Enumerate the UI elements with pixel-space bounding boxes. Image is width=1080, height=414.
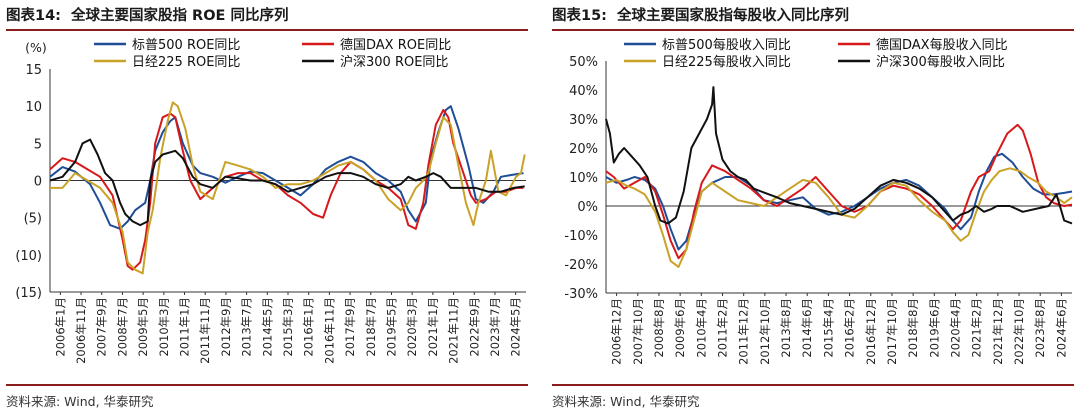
y-tick-label: 0% <box>577 200 598 215</box>
x-tick-label: 2018年8月 <box>906 298 920 358</box>
figure-number: 图表15: <box>552 8 607 24</box>
x-tick-label: 2006年11月 <box>74 297 88 364</box>
x-tick-label: 2016年1月 <box>302 297 316 357</box>
x-tick-label: 2024年5月 <box>509 297 523 357</box>
x-tick-label: 2006年12月 <box>610 298 624 365</box>
chart-title: 图表14: 全球主要国家股指 ROE 同比序列 <box>6 4 528 31</box>
x-tick-label: 2019年6月 <box>927 298 941 358</box>
x-tick-label: 2010年3月 <box>157 297 171 357</box>
left-panel: 图表14: 全球主要国家股指 ROE 同比序列 15 10 5 0 (5) (10) (15)… <box>6 0 536 414</box>
legend-label-sp500: 标普500每股收入同比 <box>662 37 791 53</box>
x-tick-label: 2008年8月 <box>652 298 666 358</box>
series-line-csi300 <box>605 86 1073 225</box>
x-tick-label: 2021年12月 <box>991 298 1005 365</box>
x-tick-label: 2011年2月 <box>716 298 730 358</box>
x-tick-label: 2021年11月 <box>447 297 461 364</box>
revenue-per-share-chart: 50% 40% 30% 20% 10% 0% -10% -20% -30% 2006年12月 200… <box>564 37 1073 365</box>
roe-chart: 15 10 5 0 (5) (10) (15) (%) 2006年1月 2006年11月 2007年… <box>15 38 526 364</box>
y-tick-label: 10 <box>25 100 42 115</box>
y-tick-label: 15 <box>25 63 42 78</box>
series-line-sp500 <box>605 152 1073 251</box>
x-tick-label: 2011年11月 <box>198 297 212 364</box>
x-tick-label: 2008年7月 <box>115 297 129 357</box>
figure-number: 图表14: <box>6 8 61 24</box>
x-tick-label: 2015年4月 <box>821 298 835 358</box>
x-tick-label: 2016年11月 <box>322 297 336 364</box>
y-tick-label: 0 <box>34 175 42 190</box>
y-tick-label: 5 <box>34 137 42 152</box>
x-tick-label: 2023年7月 <box>488 297 502 357</box>
x-tick-label: 2012年10月 <box>758 298 772 365</box>
x-tick-label: 2022年9月 <box>467 297 481 357</box>
y-tick-label: (15) <box>15 286 42 301</box>
x-tick-label: 2011年12月 <box>737 298 751 365</box>
x-tick-label: 2007年10月 <box>631 298 645 365</box>
x-tick-label: 2024年6月 <box>1054 298 1068 358</box>
legend-label-dax: 德国DAX ROE同比 <box>340 38 451 53</box>
y-tick-label: (5) <box>24 212 42 227</box>
figure-title-text: 全球主要国家股指 ROE 同比序列 <box>70 8 289 24</box>
y-tick-label: 10% <box>569 171 598 186</box>
y-tick-label: 40% <box>569 84 598 99</box>
x-tick-label: 2014年6月 <box>800 298 814 358</box>
series-line-dax <box>49 108 524 271</box>
legend-label-sp500: 标普500 ROE同比 <box>132 38 240 53</box>
series-line-sp500 <box>49 105 524 230</box>
legend-label-nikkei: 日经225每股收入同比 <box>662 54 791 70</box>
source-note: 资料来源: Wind, 华泰研究 <box>6 384 528 410</box>
x-tick-label: 2017年9月 <box>343 297 357 357</box>
x-tick-label: 2012年9月 <box>219 297 233 357</box>
y-tick-label: 20% <box>569 142 598 157</box>
x-tick-label: 2016年12月 <box>864 298 878 365</box>
figure-title-text: 全球主要国家股指每股收入同比序列 <box>616 8 849 24</box>
y-axis-unit: (%) <box>25 40 47 55</box>
x-tick-label: 2013年7月 <box>240 297 254 357</box>
legend-label-csi300: 沪深300每股收入同比 <box>876 54 1005 70</box>
x-tick-label: 2015年3月 <box>281 297 295 357</box>
x-tick-label: 2017年10月 <box>885 298 899 365</box>
y-tick-label: -10% <box>564 229 598 244</box>
x-tick-label: 2006年1月 <box>53 297 67 357</box>
x-tick-label: 2018年7月 <box>364 297 378 357</box>
x-tick-label: 2019年5月 <box>384 297 398 357</box>
x-tick-label: 2022年10月 <box>1012 298 1026 365</box>
series-line-nikkei <box>50 101 526 275</box>
y-tick-label: -20% <box>564 258 598 273</box>
x-tick-label: 2014年5月 <box>260 297 274 357</box>
y-tick-label: -30% <box>564 287 598 302</box>
series-line-csi300 <box>49 138 525 227</box>
legend-label-dax: 德国DAX每股收入同比 <box>876 37 1008 53</box>
x-tick-label: 2016年2月 <box>843 298 857 358</box>
series-line-dax <box>605 123 1073 260</box>
series-line-nikkei <box>605 167 1073 268</box>
y-tick-label: (10) <box>15 249 42 264</box>
x-tick-label: 2013年8月 <box>779 298 793 358</box>
x-tick-label: 2021年2月 <box>970 298 984 358</box>
x-tick-label: 2009年5月 <box>136 297 150 357</box>
x-tick-label: 2011年1月 <box>178 297 192 357</box>
right-panel: 图表15: 全球主要国家股指每股收入同比序列 50% 40% 30% 20% 10% 0% -… <box>552 0 1080 414</box>
x-tick-label: 2009年6月 <box>673 298 687 358</box>
y-tick-label: 30% <box>569 113 598 128</box>
source-note: 资料来源: Wind, 华泰研究 <box>552 384 1074 410</box>
x-tick-label: 2007年9月 <box>95 297 109 357</box>
y-tick-label: 50% <box>569 55 598 70</box>
x-tick-label: 2010年4月 <box>694 298 708 358</box>
legend-label-nikkei: 日经225 ROE同比 <box>132 55 240 70</box>
x-tick-label: 2020年3月 <box>405 297 419 357</box>
x-tick-label: 2021年1月 <box>426 297 440 357</box>
chart-title: 图表15: 全球主要国家股指每股收入同比序列 <box>552 4 1074 31</box>
x-tick-label: 2020年4月 <box>949 298 963 358</box>
legend-label-csi300: 沪深300 ROE同比 <box>340 54 448 70</box>
x-tick-label: 2023年8月 <box>1033 298 1047 358</box>
